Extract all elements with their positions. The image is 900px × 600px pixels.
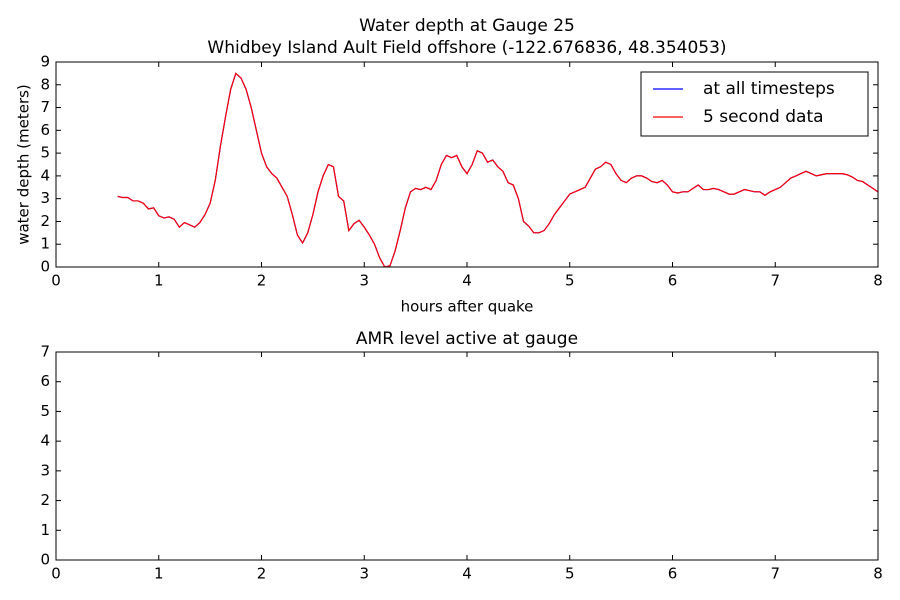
y-tick-label: 0 [40, 551, 50, 569]
x-axis-label: hours after quake [401, 298, 534, 316]
x-tick-label: 1 [154, 272, 164, 290]
x-tick-label: 4 [462, 272, 472, 290]
x-tick-label: 5 [565, 272, 575, 290]
x-tick-label: 5 [565, 565, 575, 583]
x-tick-label: 0 [51, 272, 61, 290]
y-tick-label: 3 [40, 461, 50, 479]
y-tick-label: 7 [40, 98, 50, 116]
y-tick-label: 5 [40, 144, 50, 162]
y-tick-label: 1 [40, 521, 50, 539]
chart-subtitle: Whidbey Island Ault Field offshore (-122… [207, 38, 726, 58]
x-tick-label: 1 [154, 565, 164, 583]
y-tick-label: 4 [40, 166, 50, 184]
legend-box [640, 71, 869, 137]
x-tick-label: 0 [51, 565, 61, 583]
chart-title: Water depth at Gauge 25 [359, 16, 575, 36]
y-tick-label: 2 [40, 212, 50, 230]
x-tick-label: 2 [257, 272, 267, 290]
y-tick-label: 6 [40, 372, 50, 390]
y-tick-label: 9 [40, 53, 50, 71]
y-tick-label: 1 [40, 235, 50, 253]
legend-label: 5 second data [703, 107, 824, 127]
x-tick-label: 6 [668, 565, 678, 583]
legend: at all timesteps 5 second data [640, 71, 869, 137]
y-axis-label: water depth (meters) [15, 84, 33, 245]
x-tick-label: 3 [359, 565, 369, 583]
x-tick-label: 7 [770, 565, 780, 583]
x-tick-label: 6 [668, 272, 678, 290]
x-tick-label: 8 [873, 272, 883, 290]
legend-label: at all timesteps [703, 79, 835, 99]
x-tick-label: 2 [257, 565, 267, 583]
y-tick-label: 3 [40, 189, 50, 207]
x-tick-label: 4 [462, 565, 472, 583]
plot-frame [55, 351, 879, 561]
y-tick-label: 0 [40, 258, 50, 276]
x-tick-label: 7 [770, 272, 780, 290]
x-tick-label: 3 [359, 272, 369, 290]
y-tick-label: 7 [40, 343, 50, 361]
chart-title: AMR level active at gauge [356, 329, 578, 349]
y-tick-label: 5 [40, 402, 50, 420]
y-tick-label: 8 [40, 75, 50, 93]
y-tick-label: 2 [40, 491, 50, 509]
x-tick-label: 8 [873, 565, 883, 583]
y-tick-label: 6 [40, 121, 50, 139]
y-tick-label: 4 [40, 432, 50, 450]
series-line [117, 72, 879, 268]
